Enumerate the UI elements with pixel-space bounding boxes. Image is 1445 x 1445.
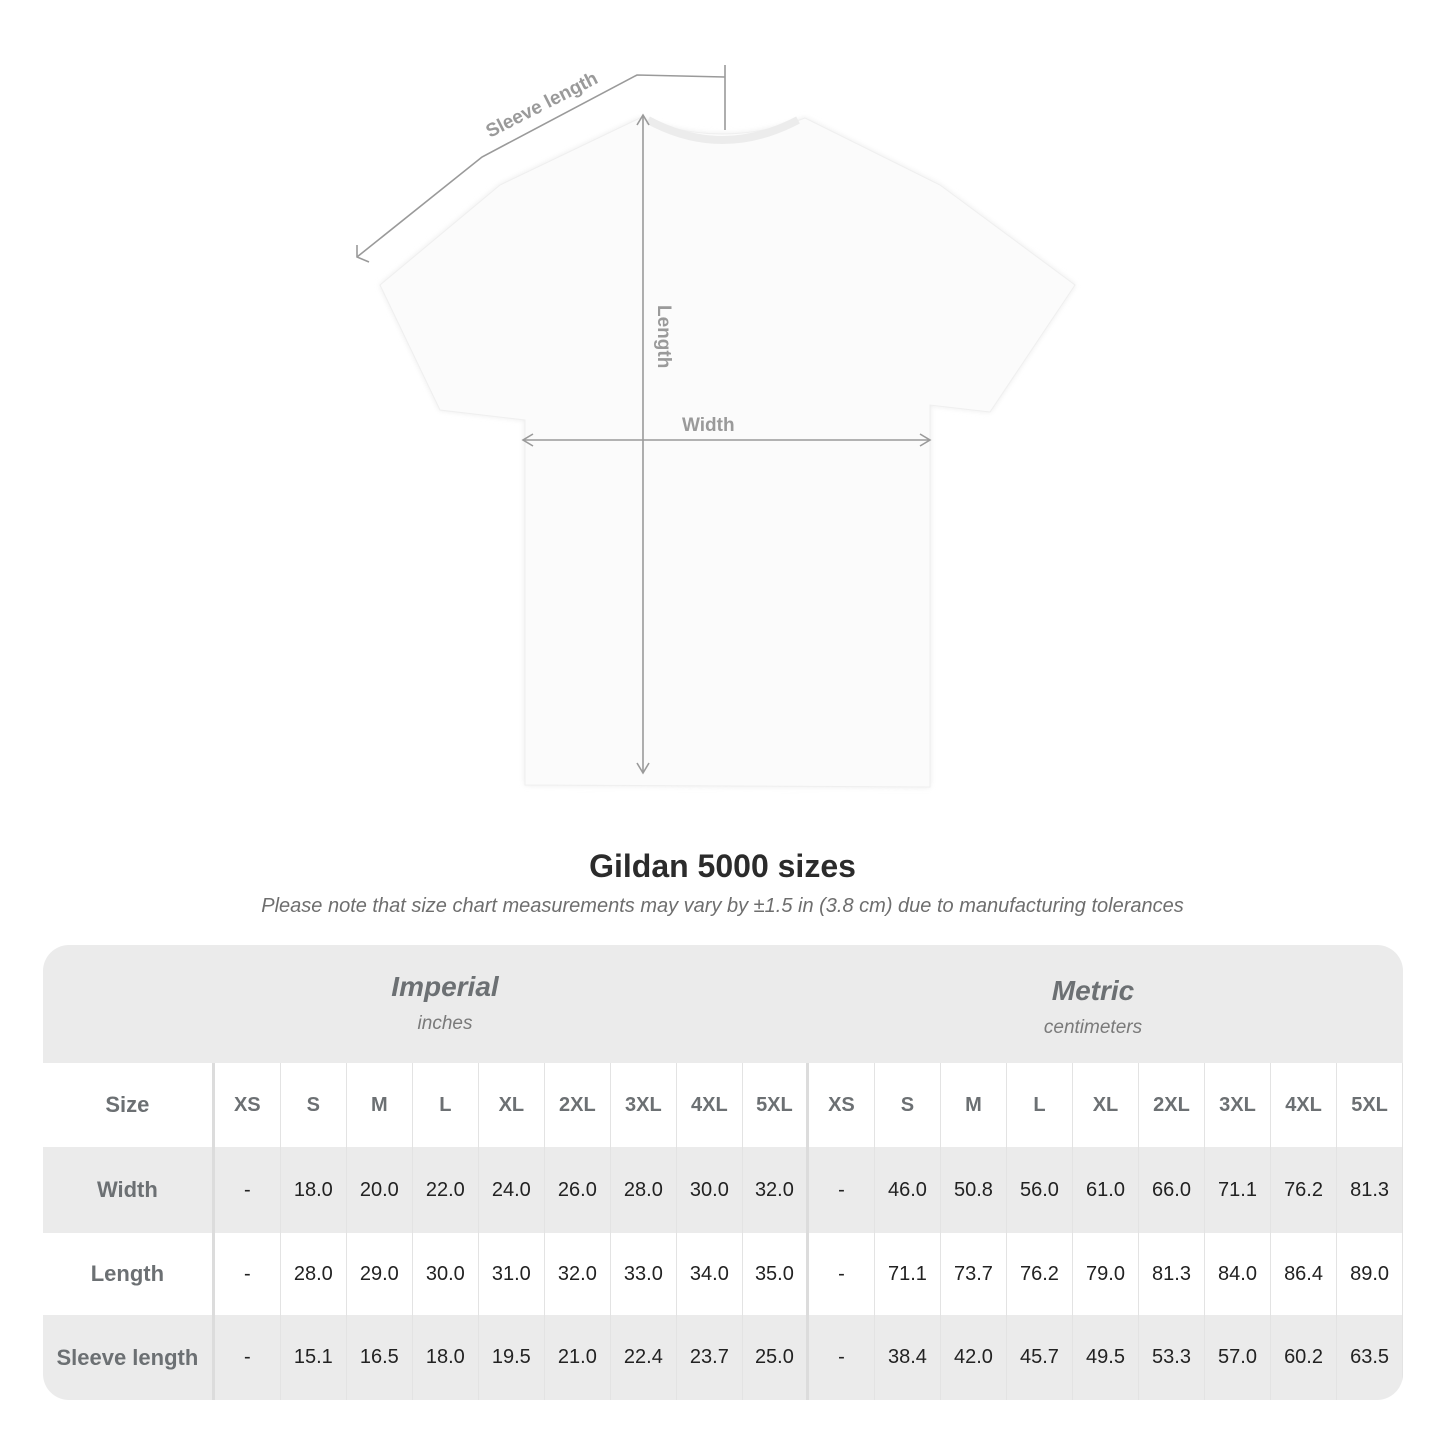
metric-value-cell: 89.0 bbox=[1337, 1233, 1403, 1315]
metric-value-cell: 66.0 bbox=[1139, 1147, 1206, 1233]
size-header-cell: XL bbox=[1073, 1063, 1139, 1147]
metric-unit: centimeters bbox=[1043, 1017, 1143, 1038]
size-header-cell: XL bbox=[479, 1063, 545, 1147]
imperial-name: Imperial bbox=[391, 971, 499, 1002]
imperial-value-cell: 28.0 bbox=[281, 1233, 347, 1315]
imperial-value-cell: 24.0 bbox=[479, 1147, 545, 1233]
imperial-value-cell: 32.0 bbox=[545, 1233, 611, 1315]
metric-value-cell: 71.1 bbox=[875, 1233, 941, 1315]
imperial-value-cell: 25.0 bbox=[743, 1315, 809, 1400]
row-label: Width bbox=[43, 1147, 215, 1233]
page-title: Gildan 5000 sizes bbox=[589, 848, 856, 884]
metric-name: Metric bbox=[1051, 975, 1135, 1006]
size-header-cell: XS bbox=[809, 1063, 875, 1147]
size-header-cell: 4XL bbox=[677, 1063, 743, 1147]
metric-value-cell: - bbox=[809, 1315, 875, 1400]
tolerance-note: Please note that size chart measurements… bbox=[261, 895, 1184, 917]
metric-value-cell: 81.3 bbox=[1337, 1147, 1403, 1233]
imperial-value-cell: 16.5 bbox=[347, 1315, 413, 1400]
imperial-value-cell: 33.0 bbox=[611, 1233, 677, 1315]
metric-value-cell: 81.3 bbox=[1139, 1233, 1206, 1315]
size-header-cell: 3XL bbox=[1205, 1063, 1272, 1147]
imperial-value-cell: 19.5 bbox=[479, 1315, 545, 1400]
metric-value-cell: - bbox=[809, 1147, 875, 1233]
size-header-cell: 2XL bbox=[545, 1063, 611, 1147]
imperial-value-cell: 30.0 bbox=[677, 1147, 743, 1233]
size-header-cell: L bbox=[1007, 1063, 1073, 1147]
metric-value-cell: 60.2 bbox=[1271, 1315, 1338, 1400]
measurement-lines bbox=[356, 65, 932, 775]
metric-value-cell: 49.5 bbox=[1073, 1315, 1139, 1400]
imperial-value-cell: 18.0 bbox=[413, 1315, 479, 1400]
metric-value-cell: 84.0 bbox=[1205, 1233, 1272, 1315]
size-header-cell: 5XL bbox=[743, 1063, 809, 1147]
size-header-cell: L bbox=[413, 1063, 479, 1147]
size-label: Size bbox=[43, 1063, 215, 1147]
metric-value-cell: 73.7 bbox=[941, 1233, 1007, 1315]
metric-value-cell: 86.4 bbox=[1271, 1233, 1338, 1315]
imperial-value-cell: 29.0 bbox=[347, 1233, 413, 1315]
metric-value-cell: 71.1 bbox=[1205, 1147, 1272, 1233]
metric-value-cell: 45.7 bbox=[1007, 1315, 1073, 1400]
imperial-value-cell: 28.0 bbox=[611, 1147, 677, 1233]
metric-value-cell: 79.0 bbox=[1073, 1233, 1139, 1315]
metric-value-cell: 76.2 bbox=[1271, 1147, 1338, 1233]
metric-value-cell: 42.0 bbox=[941, 1315, 1007, 1400]
size-header-cell: M bbox=[941, 1063, 1007, 1147]
table-row: Width -18.0 20.0 22.0 24.0 26.0 28.0 30.0 32.0-4… bbox=[43, 1147, 1403, 1233]
imperial-value-cell: 31.0 bbox=[479, 1233, 545, 1315]
imperial-header: Imperial inches bbox=[215, 971, 675, 1035]
size-header-row: Size XS S M L XL 2XL 3XL 4XL 5XL XS S M L XL 2XL 3XL 4XL 5… bbox=[43, 1063, 1403, 1147]
metric-value-cell: 61.0 bbox=[1073, 1147, 1139, 1233]
imperial-value-cell: - bbox=[215, 1147, 281, 1233]
metric-value-cell: 57.0 bbox=[1205, 1315, 1272, 1400]
row-label: Sleeve length bbox=[43, 1315, 215, 1400]
imperial-value-cell: - bbox=[215, 1315, 281, 1400]
metric-value-cell: 56.0 bbox=[1007, 1147, 1073, 1233]
sleeve-length-label: Sleeve length bbox=[483, 68, 602, 142]
metric-value-cell: 46.0 bbox=[875, 1147, 941, 1233]
size-header-cell: S bbox=[875, 1063, 941, 1147]
width-label: Width bbox=[682, 415, 735, 436]
imperial-value-cell: 22.0 bbox=[413, 1147, 479, 1233]
imperial-value-cell: - bbox=[215, 1233, 281, 1315]
metric-value-cell: 38.4 bbox=[875, 1315, 941, 1400]
table-row: Sleeve length -15.1 16.5 18.0 19.5 21.0 22.4 23… bbox=[43, 1315, 1403, 1400]
size-table: Imperial inches Metric centimeters Size X… bbox=[43, 945, 1403, 1400]
imperial-value-cell: 21.0 bbox=[545, 1315, 611, 1400]
imperial-value-cell: 30.0 bbox=[413, 1233, 479, 1315]
size-header-cell: 2XL bbox=[1139, 1063, 1206, 1147]
tshirt-shape bbox=[379, 117, 1076, 788]
imperial-value-cell: 22.4 bbox=[611, 1315, 677, 1400]
row-label: Length bbox=[43, 1233, 215, 1315]
metric-value-cell: 63.5 bbox=[1337, 1315, 1403, 1400]
imperial-value-cell: 18.0 bbox=[281, 1147, 347, 1233]
imperial-unit: inches bbox=[417, 1013, 473, 1034]
size-header-cell: M bbox=[347, 1063, 413, 1147]
size-header-cell: XS bbox=[215, 1063, 281, 1147]
imperial-value-cell: 20.0 bbox=[347, 1147, 413, 1233]
imperial-value-cell: 23.7 bbox=[677, 1315, 743, 1400]
size-header-cell: 3XL bbox=[611, 1063, 677, 1147]
units-header bbox=[43, 945, 1403, 1063]
metric-header: Metric centimeters bbox=[863, 975, 1323, 1039]
table-row: Length -28.0 29.0 30.0 31.0 32.0 33.0 34.0 35.0-… bbox=[43, 1233, 1403, 1315]
metric-value-cell: 76.2 bbox=[1007, 1233, 1073, 1315]
imperial-value-cell: 15.1 bbox=[281, 1315, 347, 1400]
size-header-cell: S bbox=[281, 1063, 347, 1147]
metric-value-cell: 50.8 bbox=[941, 1147, 1007, 1233]
metric-value-cell: 53.3 bbox=[1139, 1315, 1206, 1400]
size-header-cell: 4XL bbox=[1271, 1063, 1338, 1147]
imperial-value-cell: 26.0 bbox=[545, 1147, 611, 1233]
tshirt-diagram: Sleeve length Length Width bbox=[356, 65, 1076, 788]
length-label: Length bbox=[653, 305, 674, 368]
metric-value-cell: - bbox=[809, 1233, 875, 1315]
size-header-cell: 5XL bbox=[1337, 1063, 1403, 1147]
imperial-value-cell: 34.0 bbox=[677, 1233, 743, 1315]
imperial-value-cell: 32.0 bbox=[743, 1147, 809, 1233]
imperial-value-cell: 35.0 bbox=[743, 1233, 809, 1315]
